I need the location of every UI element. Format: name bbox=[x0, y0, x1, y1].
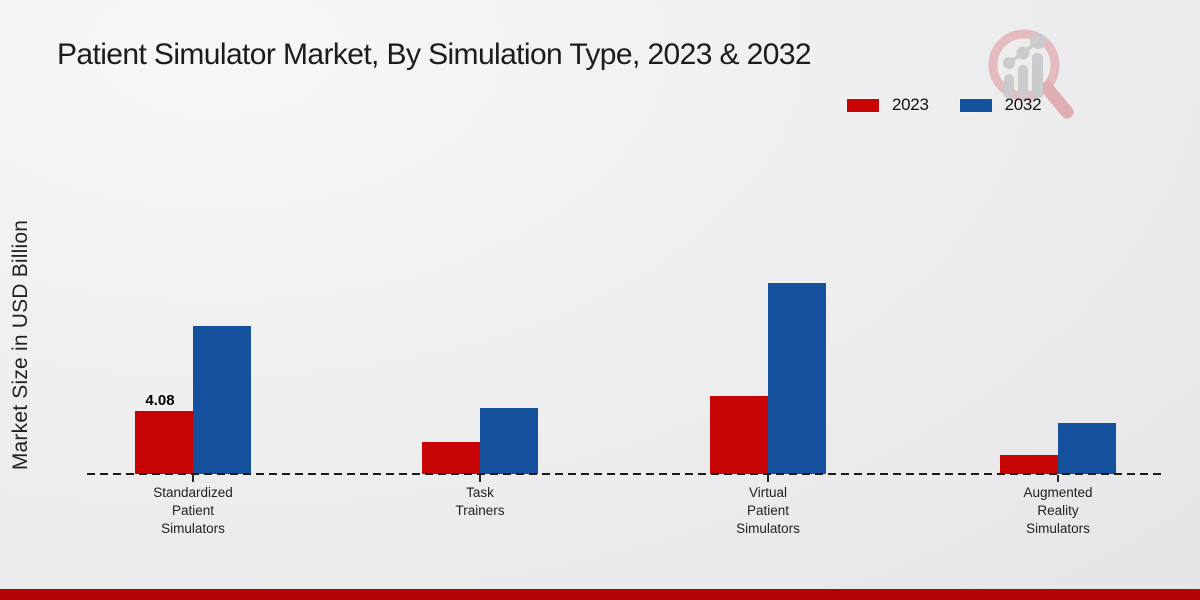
legend-label-2023: 2023 bbox=[892, 95, 929, 114]
magnifier-growth-chart-icon bbox=[988, 29, 1074, 119]
chart-title: Patient Simulator Market, By Simulation … bbox=[57, 38, 812, 71]
category-label-augmented-reality-simulators: Augmented Reality Simulators bbox=[1023, 485, 1093, 536]
x-axis-tick bbox=[192, 475, 194, 482]
footer-band bbox=[0, 589, 1200, 600]
bar-value-label: 4.08 bbox=[145, 392, 175, 409]
legend: 2023 2032 bbox=[846, 95, 1042, 115]
bar-2032-virtual-patient-simulators bbox=[768, 283, 826, 474]
bar-2023-task-trainers bbox=[422, 442, 480, 474]
legend-label-2032: 2032 bbox=[1004, 95, 1042, 114]
legend-swatch-2023 bbox=[846, 97, 880, 113]
legend-swatch-2032 bbox=[958, 97, 993, 113]
x-axis-tick bbox=[479, 475, 481, 482]
legend-item-2023: 2023 bbox=[846, 95, 929, 115]
legend-item-2032: 2032 bbox=[958, 95, 1042, 115]
category-label-virtual-patient-simulators: Virtual Patient Simulators bbox=[736, 485, 800, 536]
x-axis-line bbox=[87, 473, 1165, 475]
bar-2023-standardized-patient-simulators bbox=[135, 411, 193, 474]
category-label-standardized-patient-simulators: Standardized Patient Simulators bbox=[153, 485, 233, 536]
watermark-logo bbox=[988, 24, 1083, 122]
bar-2023-virtual-patient-simulators bbox=[710, 396, 768, 474]
category-label-task-trainers: Task Trainers bbox=[455, 485, 505, 518]
bar-2023-augmented-reality-simulators bbox=[1000, 455, 1058, 474]
bar-2032-standardized-patient-simulators bbox=[193, 326, 251, 474]
bar-2032-task-trainers bbox=[480, 408, 538, 474]
x-axis-tick bbox=[767, 475, 769, 482]
bar-2032-augmented-reality-simulators bbox=[1058, 423, 1116, 474]
x-axis-tick bbox=[1057, 475, 1059, 482]
